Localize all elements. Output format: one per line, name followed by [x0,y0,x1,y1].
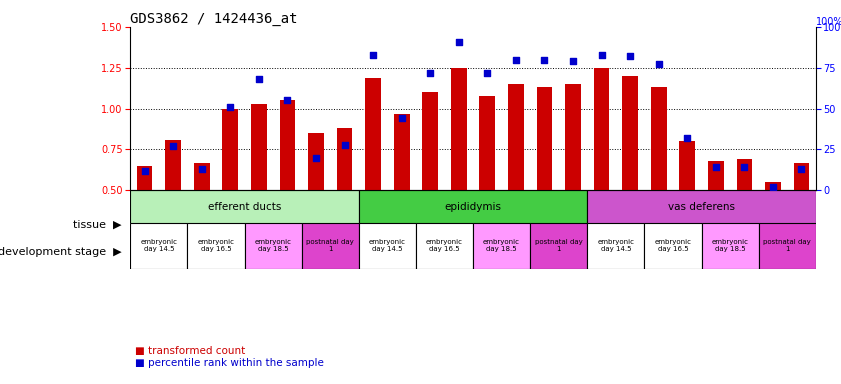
Bar [622,76,638,190]
Point [452,38,466,45]
Bar [223,109,238,190]
Point [738,164,751,170]
Bar [188,223,245,269]
Bar [651,88,667,190]
Bar [359,223,416,269]
Text: epididymis: epididymis [445,202,501,212]
Text: GDS3862 / 1424436_at: GDS3862 / 1424436_at [130,12,298,26]
Point [680,135,694,141]
Bar [594,68,610,190]
Bar [508,84,524,190]
Bar [644,223,701,269]
Bar [422,92,438,190]
Bar [537,88,553,190]
Bar [336,128,352,190]
Bar [701,223,759,269]
Point [138,168,151,174]
Bar [565,84,581,190]
Bar [416,223,473,269]
Text: embryonic
day 16.5: embryonic day 16.5 [654,239,691,252]
Text: embryonic
day 14.5: embryonic day 14.5 [597,239,634,252]
Bar [194,162,209,190]
Bar [680,141,696,190]
Point [338,141,352,147]
Point [167,143,180,149]
Bar [737,159,752,190]
Point [252,76,266,82]
Text: postnatal day
1: postnatal day 1 [535,239,583,252]
Bar [394,114,410,190]
Text: postnatal day
1: postnatal day 1 [764,239,811,252]
Point [566,58,579,64]
Point [709,164,722,170]
Text: embryonic
day 18.5: embryonic day 18.5 [711,239,748,252]
Bar [451,68,467,190]
Text: efferent ducts: efferent ducts [208,202,281,212]
Text: development stage  ▶: development stage ▶ [0,247,122,257]
Bar [302,223,359,269]
Text: embryonic
day 18.5: embryonic day 18.5 [483,239,520,252]
Text: 100%: 100% [816,17,841,27]
Bar [708,161,723,190]
Bar [759,223,816,269]
Point [281,98,294,104]
Bar [365,78,381,190]
Bar [279,101,295,190]
Bar [530,223,587,269]
Point [652,61,665,68]
Point [623,53,637,60]
Bar [587,223,644,269]
Bar [359,190,587,223]
Bar [166,140,181,190]
Bar [251,104,267,190]
Point [766,184,780,190]
Text: ■ transformed count: ■ transformed count [135,346,245,356]
Point [595,51,608,58]
Bar [479,96,495,190]
Point [395,115,409,121]
Bar [765,182,780,190]
Point [224,104,237,110]
Text: tissue  ▶: tissue ▶ [73,220,122,230]
Bar [245,223,302,269]
Point [509,56,522,63]
Point [424,70,437,76]
Point [480,70,494,76]
Text: embryonic
day 14.5: embryonic day 14.5 [140,239,177,252]
Bar [473,223,530,269]
Bar [130,223,188,269]
Point [367,51,380,58]
Text: embryonic
day 16.5: embryonic day 16.5 [198,239,235,252]
Bar [137,166,152,190]
Text: embryonic
day 18.5: embryonic day 18.5 [255,239,292,252]
Bar [794,162,809,190]
Bar [130,190,359,223]
Text: ■ percentile rank within the sample: ■ percentile rank within the sample [135,358,324,368]
Point [309,155,323,161]
Text: embryonic
day 16.5: embryonic day 16.5 [426,239,463,252]
Point [795,166,808,172]
Text: embryonic
day 14.5: embryonic day 14.5 [369,239,406,252]
Point [537,56,551,63]
Bar [308,133,324,190]
Text: postnatal day
1: postnatal day 1 [306,239,354,252]
Point [195,166,209,172]
Text: vas deferens: vas deferens [668,202,735,212]
Bar [587,190,816,223]
